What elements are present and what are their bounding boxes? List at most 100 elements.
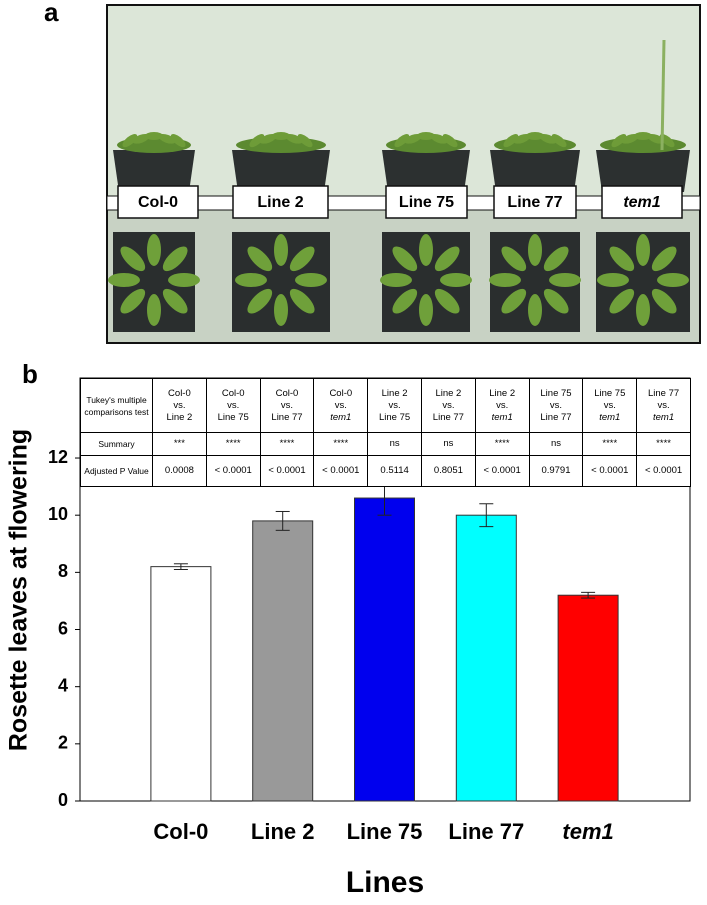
bar — [252, 520, 314, 802]
leaf — [501, 246, 527, 272]
leaf — [634, 132, 652, 140]
table-cell: Line 2 vs. Line 77 — [420, 378, 476, 433]
leaf — [147, 294, 161, 326]
leaf — [158, 133, 176, 144]
y-tick-label: 0 — [58, 790, 68, 810]
table-cell: Col-0 vs. Line 77 — [259, 378, 315, 433]
x-axis-label: Lines — [346, 866, 424, 899]
table-text: **** — [225, 438, 241, 449]
table-cell: ns — [367, 432, 422, 456]
table-cell: ns — [420, 432, 476, 456]
table-cell: **** — [205, 432, 261, 456]
table-text: Line 75 — [217, 411, 249, 423]
plant-label-box — [385, 185, 468, 219]
leaf — [168, 273, 200, 287]
leaf — [417, 132, 435, 140]
leaf — [539, 133, 557, 144]
table-text: Col-0 — [168, 387, 191, 399]
table-text: *** — [173, 438, 185, 449]
leaf — [434, 288, 460, 314]
leaf — [170, 134, 186, 148]
leaf — [272, 132, 290, 140]
leaf — [597, 273, 629, 287]
table-cell: < 0.0001 — [582, 455, 638, 487]
leaf — [274, 294, 288, 326]
leaf — [394, 134, 410, 148]
leaf — [235, 273, 267, 287]
x-tick-label: Col-0 — [153, 819, 208, 844]
pot — [490, 150, 580, 192]
leaf — [489, 273, 521, 287]
leaf — [249, 134, 265, 148]
table-text: tem1 — [653, 411, 675, 423]
row-header: Adjusted P Value — [80, 455, 153, 487]
table-text: **** — [279, 438, 295, 449]
table-text: vs. — [280, 399, 294, 411]
table-cell: Col-0 vs. Line 2 — [152, 378, 207, 433]
panel-label: a — [44, 0, 59, 27]
table-cell: **** — [636, 432, 691, 456]
table-text: Line 77 — [647, 387, 680, 399]
table-text: vs. — [657, 399, 670, 411]
leaf — [162, 288, 188, 314]
leaf — [647, 133, 665, 144]
table-text: vs. — [603, 399, 616, 411]
table-cell: 0.8051 — [420, 455, 476, 487]
table-cell: Line 75 vs. tem1 — [582, 378, 638, 433]
table-text: < 0.0001 — [591, 465, 629, 476]
leaf — [430, 133, 448, 144]
stem — [660, 39, 666, 151]
table-text: Line 2 — [435, 387, 462, 399]
table-text: vs. — [549, 399, 563, 411]
leaf — [122, 134, 138, 148]
table-text: vs. — [334, 399, 347, 411]
table-cell: Col-0 vs. Line 75 — [205, 378, 261, 433]
table-text: Line 2 — [381, 387, 408, 399]
leaf — [285, 133, 303, 144]
leaf — [609, 288, 635, 314]
table-text: tem1 — [599, 411, 621, 423]
plant-label: Col-0 — [138, 194, 178, 211]
x-tick-label: Line 75 — [347, 819, 423, 844]
table-text: vs. — [496, 399, 509, 411]
plant-label-box — [232, 185, 329, 219]
table-cell: 0.5114 — [367, 455, 422, 487]
y-tick-label: 6 — [58, 618, 68, 638]
table-text: **** — [602, 438, 618, 449]
table-text: Adjusted P Value — [84, 466, 149, 476]
leaf — [274, 234, 288, 266]
row-header: Summary — [80, 432, 153, 456]
table-text: ns — [389, 438, 400, 449]
table-text: vs. — [442, 399, 455, 411]
x-tick-label: Line 2 — [251, 819, 315, 844]
table-cell: **** — [313, 432, 369, 456]
table-row: Summary *** **** **** **** ns ns **** ns **** **** — [80, 432, 691, 456]
table-text: ns — [443, 438, 454, 449]
table-text: Col-0 — [275, 387, 299, 399]
leaf — [297, 134, 313, 148]
table-text: Col-0 — [221, 387, 245, 399]
table-row: Adjusted P Value 0.0008 < 0.0001 < 0.0001 < … — [80, 455, 691, 487]
leaf — [611, 134, 627, 148]
table-cell: < 0.0001 — [636, 455, 691, 487]
table-text: vs. — [173, 399, 186, 411]
table-text: Line 75 — [594, 387, 626, 399]
leaf — [289, 288, 315, 314]
y-tick-label: 10 — [48, 504, 68, 524]
pot — [596, 150, 690, 192]
table-text: < 0.0001 — [322, 465, 360, 476]
plant-label: Line 75 — [399, 194, 454, 211]
table-text: 0.9791 — [541, 465, 571, 476]
x-tick-label: Line 77 — [448, 819, 524, 844]
y-tick-label: 12 — [48, 447, 68, 467]
leaf — [528, 234, 542, 266]
x-tick-label: tem1 — [562, 819, 613, 844]
leaf — [543, 288, 569, 314]
leaf — [289, 246, 315, 272]
table-cell: Line 2 vs. tem1 — [474, 378, 530, 433]
leaf — [549, 273, 581, 287]
pot — [382, 150, 470, 192]
leaf — [636, 234, 650, 266]
leaf — [442, 134, 458, 148]
